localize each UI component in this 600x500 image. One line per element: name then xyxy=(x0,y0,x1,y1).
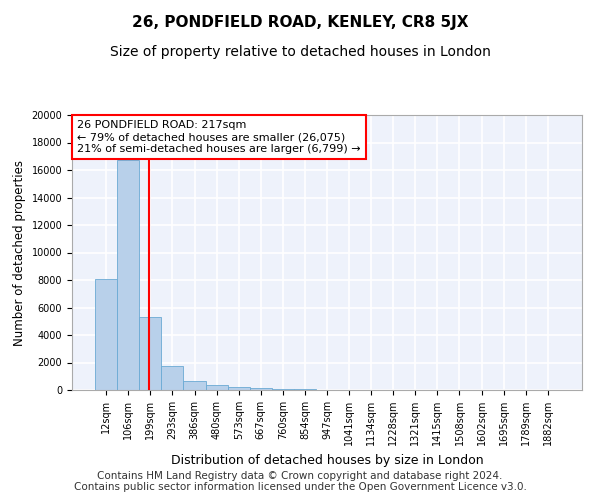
Bar xyxy=(250,388,272,390)
Bar xyxy=(272,389,294,390)
Text: Size of property relative to detached houses in London: Size of property relative to detached ho… xyxy=(110,45,490,59)
Text: Contains HM Land Registry data © Crown copyright and database right 2024.
Contai: Contains HM Land Registry data © Crown c… xyxy=(74,471,526,492)
Y-axis label: Number of detached properties: Number of detached properties xyxy=(13,160,26,346)
Text: 26, PONDFIELD ROAD, KENLEY, CR8 5JX: 26, PONDFIELD ROAD, KENLEY, CR8 5JX xyxy=(132,15,468,30)
Bar xyxy=(206,385,227,390)
Bar xyxy=(117,160,139,390)
Bar xyxy=(139,317,161,390)
Bar xyxy=(184,381,206,390)
Text: 26 PONDFIELD ROAD: 217sqm
← 79% of detached houses are smaller (26,075)
21% of s: 26 PONDFIELD ROAD: 217sqm ← 79% of detac… xyxy=(77,120,361,154)
Bar xyxy=(161,366,184,390)
Bar xyxy=(95,278,117,390)
Bar xyxy=(227,387,250,390)
X-axis label: Distribution of detached houses by size in London: Distribution of detached houses by size … xyxy=(170,454,484,466)
